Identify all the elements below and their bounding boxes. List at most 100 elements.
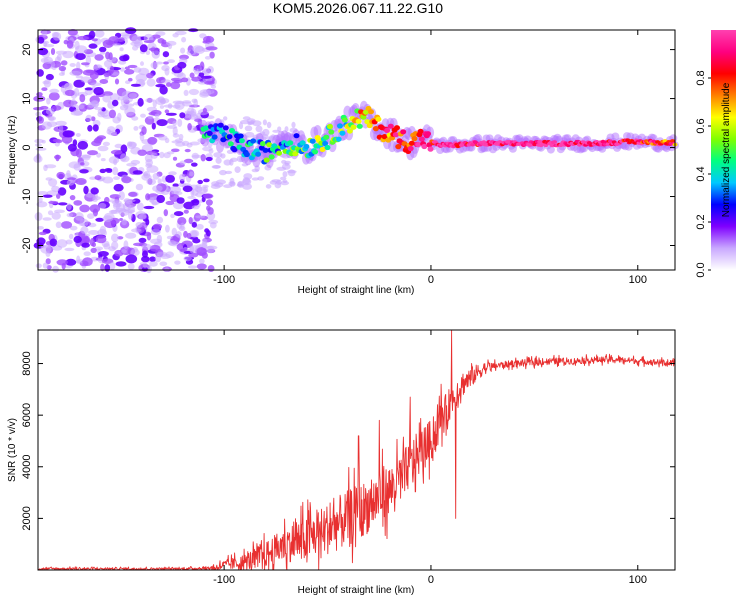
- noise-blob: [276, 166, 287, 171]
- ridge-point: [411, 136, 418, 142]
- noise-blob: [172, 104, 181, 109]
- noise-blob: [56, 259, 68, 266]
- noise-blob: [147, 115, 154, 120]
- noise-blob: [120, 67, 125, 72]
- noise-blob: [145, 193, 151, 201]
- noise-blob: [200, 75, 212, 79]
- noise-blob: [95, 217, 104, 222]
- snr-panel: -100 0 100 2000 4000 6000 8000 Height of strai…: [7, 329, 676, 596]
- noise-blob: [125, 27, 137, 34]
- noise-blob: [156, 216, 164, 224]
- ridge-point: [206, 130, 213, 136]
- noise-blob: [151, 34, 161, 39]
- noise-blob: [175, 141, 186, 147]
- noise-blob: [141, 126, 147, 135]
- noise-blob: [139, 132, 145, 142]
- noise-blob: [207, 265, 215, 272]
- noise-blob: [206, 205, 211, 211]
- ridge-point: [368, 109, 374, 115]
- noise-blob: [164, 137, 170, 144]
- noise-blob: [103, 60, 113, 68]
- colorbar-label: Normalized spectral amplitude: [721, 82, 732, 217]
- noise-blob: [46, 97, 51, 105]
- noise-blob: [89, 204, 101, 213]
- noise-blob: [196, 263, 207, 270]
- noise-blob: [156, 234, 163, 243]
- noise-blob: [56, 239, 68, 248]
- y-tick-label: 6000: [21, 403, 33, 427]
- ridge-point: [211, 134, 218, 140]
- noise-blob: [119, 55, 129, 62]
- noise-blob: [252, 120, 262, 127]
- noise-blob: [169, 186, 182, 194]
- noise-blob: [114, 78, 120, 85]
- noise-blob: [127, 64, 138, 69]
- noise-blob: [73, 235, 82, 244]
- noise-blob: [95, 235, 107, 244]
- noise-blob: [137, 97, 144, 107]
- noise-blob: [152, 99, 157, 108]
- noise-blob: [154, 113, 160, 118]
- noise-blob: [189, 72, 195, 79]
- noise-blob: [77, 35, 89, 41]
- noise-blob: [191, 205, 200, 210]
- noise-blob: [135, 221, 143, 228]
- x-tick-label: -100: [213, 574, 235, 586]
- noise-blob: [173, 80, 183, 83]
- noise-blob: [64, 89, 76, 97]
- noise-blob: [68, 161, 81, 169]
- noise-blob: [105, 168, 113, 173]
- noise-blob: [165, 251, 174, 258]
- noise-blob: [205, 46, 218, 51]
- noise-blob: [74, 40, 80, 50]
- noise-blob: [55, 221, 62, 229]
- noise-blob: [99, 225, 107, 235]
- ridge-halo: [546, 145, 555, 154]
- noise-blob: [45, 258, 51, 265]
- y-tick-label: 20: [21, 43, 33, 55]
- noise-blob: [125, 254, 138, 264]
- noise-blob: [172, 100, 184, 105]
- x-tick-label: 100: [629, 274, 647, 286]
- noise-blob: [162, 51, 170, 58]
- noise-blob: [65, 258, 77, 266]
- noise-blob: [130, 248, 140, 256]
- colorbar-ticks: 0.0 0.2 0.4 0.6 0.8: [695, 70, 711, 278]
- noise-blob: [234, 166, 241, 174]
- noise-blob: [97, 145, 109, 152]
- noise-blob: [75, 133, 81, 137]
- noise-blob: [38, 197, 43, 203]
- noise-blob: [75, 52, 86, 61]
- noise-blob: [183, 209, 189, 214]
- noise-blob: [177, 118, 183, 127]
- noise-blob: [204, 80, 215, 85]
- noise-blob: [100, 158, 106, 162]
- noise-blob: [64, 247, 75, 252]
- noise-blob: [168, 171, 177, 176]
- ridge-point: [605, 142, 611, 146]
- noise-blob: [82, 257, 93, 266]
- noise-blob: [173, 211, 184, 217]
- noise-blob: [102, 94, 112, 103]
- noise-blob: [192, 238, 201, 244]
- noise-blob: [79, 94, 86, 103]
- noise-blob: [145, 50, 151, 55]
- noise-blob: [69, 195, 76, 201]
- ridge-point: [324, 144, 331, 151]
- noise-blob: [128, 93, 138, 99]
- noise-blob: [88, 30, 96, 39]
- noise-blob: [95, 136, 104, 142]
- ridge-point: [600, 139, 606, 144]
- snr-y-label: SNR (10 * v/v): [7, 418, 18, 482]
- noise-blob: [244, 125, 253, 132]
- ridge-point: [346, 128, 353, 134]
- ridge-point: [226, 134, 233, 140]
- noise-blob: [166, 125, 178, 129]
- noise-blob: [102, 176, 114, 184]
- noise-blob: [66, 170, 71, 177]
- noise-blob: [87, 230, 100, 235]
- noise-blob: [151, 50, 160, 59]
- noise-blob: [80, 226, 89, 234]
- noise-blob: [120, 153, 127, 162]
- noise-blob: [135, 183, 144, 191]
